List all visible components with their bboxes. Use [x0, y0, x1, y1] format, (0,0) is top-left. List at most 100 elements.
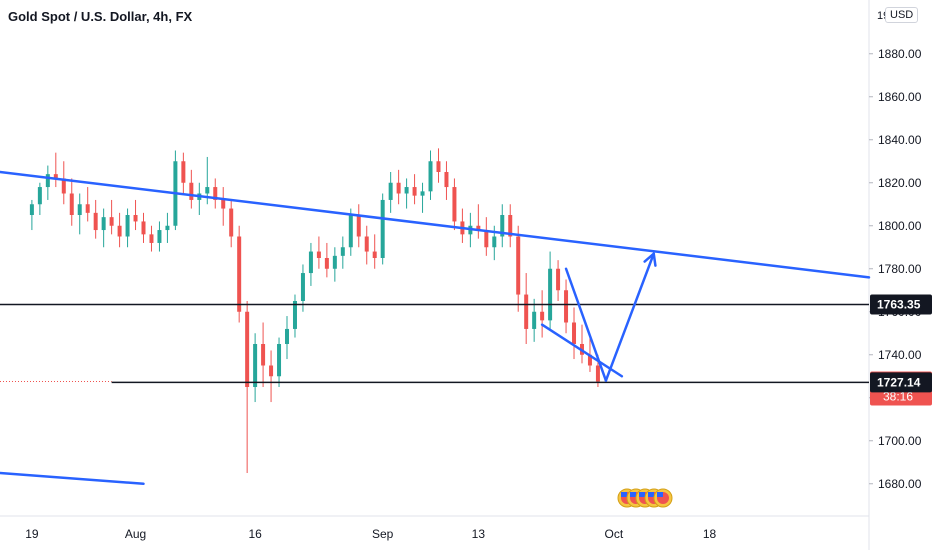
- candle-body: [165, 225, 170, 231]
- candle-body: [245, 311, 250, 387]
- candle-body: [101, 217, 106, 231]
- candle-body: [77, 204, 82, 215]
- countdown-label: 38:16: [883, 389, 913, 403]
- y-tick-label: 1680.00: [878, 477, 922, 491]
- candle-body: [348, 215, 353, 248]
- trendline: [0, 170, 871, 279]
- currency-button[interactable]: USD: [885, 7, 919, 23]
- candle-body: [404, 187, 409, 194]
- candle-body: [340, 247, 345, 256]
- candle-body: [213, 187, 218, 200]
- x-tick-label: 19: [25, 527, 39, 541]
- candle-body: [93, 212, 98, 231]
- candle-body: [316, 251, 321, 258]
- candle-body: [332, 255, 337, 269]
- arrow-shaft: [604, 252, 655, 382]
- candle-body: [412, 187, 417, 196]
- y-tick-label: 1740.00: [878, 348, 922, 362]
- trendline: [540, 323, 624, 378]
- candle-body: [564, 290, 569, 323]
- trendline: [564, 267, 608, 382]
- level-price-tag: 1727.14: [877, 375, 921, 389]
- x-tick-label: 16: [248, 527, 262, 541]
- candle-body: [157, 230, 162, 243]
- y-tick-label: 1880.00: [878, 47, 922, 61]
- candle-body: [308, 251, 313, 274]
- candle-body: [532, 311, 537, 329]
- candle-body: [189, 182, 194, 200]
- candle-body: [53, 174, 58, 179]
- y-tick-label: 1840.00: [878, 133, 922, 147]
- candle-body: [548, 268, 553, 321]
- candle-body: [396, 182, 401, 194]
- x-tick-label: Aug: [125, 527, 146, 541]
- level-price-tag: 1763.35: [877, 298, 921, 312]
- x-tick-label: Oct: [605, 527, 624, 541]
- event-flag-canton: [657, 492, 663, 497]
- event-flag-canton: [639, 492, 645, 497]
- candle-body: [237, 236, 242, 312]
- candle-body: [356, 215, 361, 237]
- candle-body: [229, 208, 234, 237]
- candle-body: [133, 215, 138, 222]
- candle-body: [380, 199, 385, 258]
- candle-body: [484, 230, 489, 248]
- chart-title: Gold Spot / U.S. Dollar, 4h, FX: [8, 9, 193, 24]
- x-tick-label: Sep: [372, 527, 394, 541]
- x-tick-label: 18: [703, 527, 717, 541]
- candle-body: [372, 251, 377, 258]
- candle-body: [516, 236, 521, 295]
- level-price-tag-bg: [870, 372, 932, 393]
- candle-body: [141, 221, 146, 235]
- candle-body: [269, 365, 274, 377]
- candle-body: [364, 236, 369, 252]
- trendline: [0, 471, 145, 485]
- candle-body: [388, 182, 393, 200]
- candle-body: [452, 187, 457, 222]
- y-tick-label: 1860.00: [878, 90, 922, 104]
- candle-body: [428, 161, 433, 192]
- candle-body: [61, 178, 66, 194]
- candle-body: [125, 215, 130, 237]
- candle-body: [524, 294, 529, 329]
- candle-body: [508, 215, 513, 237]
- candle-body: [45, 174, 50, 188]
- candle-body: [149, 234, 154, 243]
- y-tick-label: 1820.00: [878, 176, 922, 190]
- candle-body: [292, 301, 297, 329]
- y-tick-label: 1780.00: [878, 262, 922, 276]
- level-price-tag-bg: [870, 294, 932, 315]
- candle-body: [540, 311, 545, 321]
- candle-body: [300, 273, 305, 301]
- candle-body: [181, 161, 186, 183]
- candle-body: [253, 344, 258, 387]
- candle-body: [436, 161, 441, 172]
- candle-body: [69, 193, 74, 215]
- event-flag-canton: [630, 492, 636, 497]
- candle-body: [261, 344, 266, 366]
- candle-body: [85, 204, 90, 213]
- candle-body: [476, 225, 481, 231]
- candle-body: [277, 344, 282, 377]
- arrow-head: [643, 252, 657, 267]
- candle-body: [587, 354, 592, 366]
- candle-body: [205, 187, 210, 194]
- event-flag-canton: [621, 492, 627, 497]
- candle-body: [221, 199, 226, 209]
- candle-body: [117, 225, 122, 237]
- candle-body: [500, 215, 505, 237]
- y-tick-label: 1800.00: [878, 219, 922, 233]
- candle-body: [29, 204, 34, 215]
- candle-body: [324, 258, 329, 269]
- candle-body: [595, 365, 600, 382]
- event-flag-canton: [648, 492, 654, 497]
- candle-body: [285, 328, 290, 344]
- candle-body: [109, 217, 114, 226]
- candle-body: [556, 268, 561, 291]
- candle-body: [444, 172, 449, 188]
- candle-body: [37, 187, 42, 205]
- y-tick-label: 1700.00: [878, 434, 922, 448]
- candle-body: [492, 236, 497, 248]
